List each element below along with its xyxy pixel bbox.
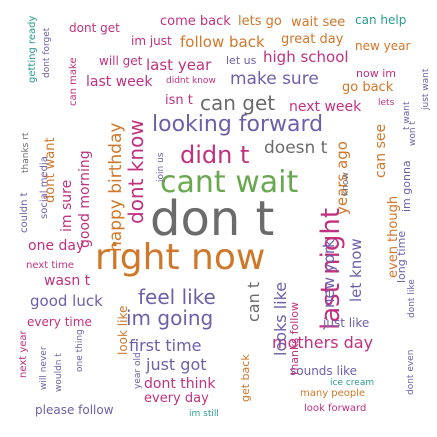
word-follow-back: follow back [180, 33, 265, 51]
word-wait-see: wait see [291, 15, 346, 30]
word-dont-think: dont think [144, 376, 216, 392]
word-new-york: new york [320, 239, 338, 308]
word-next-week: next week [289, 99, 362, 115]
word-can-help: can help [355, 13, 407, 27]
word-one-day: one day [28, 238, 85, 254]
word-first-time: first time [129, 336, 202, 355]
word-good-luck: good luck [30, 292, 103, 310]
word-wasn-t: wasn t [44, 273, 91, 289]
word-ice-cream: ice cream [330, 378, 375, 388]
word-im-gonna: im gonna [400, 160, 413, 212]
word-dont-even: dont even [406, 349, 416, 395]
word-please-follow: please follow [35, 403, 114, 417]
word-social-media: social media [39, 156, 50, 219]
word-looking-forward: looking forward [152, 112, 324, 137]
word-can-t: can t [244, 281, 263, 322]
word-look-forward: look forward [304, 403, 367, 414]
word-look-like: look like [116, 305, 130, 355]
word-new-year: new year [355, 39, 411, 53]
word-im-going: im going [126, 306, 214, 330]
word-many-people: many people [300, 388, 366, 399]
word-let-know: let know [347, 238, 365, 302]
word-know: know [341, 172, 351, 196]
word-dont-know: dont know [124, 119, 148, 224]
word-don-t: don t [150, 191, 275, 247]
word-dont-like: dont like [407, 279, 417, 318]
word-can-get: can get [200, 91, 276, 115]
word-year-old: year old [133, 352, 143, 389]
word-thanks-rt: thanks rt [21, 132, 31, 173]
word-long-time: long time [395, 230, 408, 283]
word-wouldn-t: wouldn t [54, 353, 64, 392]
word-every-time: every time [27, 315, 92, 329]
word-right-now: right now [95, 237, 266, 278]
word-im-still: im still [189, 409, 219, 419]
word-didnt-know: didnt know [166, 76, 216, 86]
word-join-us: join us [156, 152, 166, 182]
word-mothers-day: mothers day [272, 333, 374, 352]
word-now-im: now im [356, 67, 396, 80]
word-last-week: last week [86, 74, 153, 90]
word-doesn-t: doesn t [264, 138, 328, 158]
word-im-just: im just [131, 34, 172, 48]
word-every-day: every day [144, 391, 209, 406]
word-can-make: can make [68, 57, 79, 106]
word-last-year: last year [146, 56, 212, 74]
word-looks-like: looks like [271, 281, 290, 356]
word-can-see: can see [373, 123, 389, 178]
word-cant-wait: cant wait [160, 165, 299, 200]
word-isn-t: isn t [165, 93, 193, 108]
word-high-school: high school [263, 48, 349, 66]
word-getting-ready: getting ready [27, 15, 38, 83]
word-thanks-follow: thanks follow [288, 301, 301, 375]
word-come-back: come back [160, 14, 231, 29]
word-next-time: next time [26, 260, 74, 271]
word-one-thing: one thing [75, 329, 85, 372]
word-just-like: just like [323, 316, 370, 330]
word-won-t: won t [408, 121, 418, 146]
word-sounds-like: sounds like [290, 364, 358, 378]
word-couldn-t: couldn t [19, 192, 30, 233]
word-lets-go: lets go [238, 14, 282, 29]
word-will-never: will never [39, 346, 49, 390]
word-lets: lets [378, 98, 395, 108]
word-dont-get: dont get [69, 21, 120, 35]
word-will-get: will get [99, 54, 143, 68]
word-let-us: let us [226, 54, 257, 67]
word-just-got: just got [146, 355, 207, 374]
word-go-back: go back [342, 80, 394, 95]
word-get-back: get back [239, 354, 252, 402]
word-make-sure: make sure [230, 69, 319, 89]
word-great-day: great day [281, 32, 344, 47]
word-dont-forget: dont forget [42, 27, 52, 78]
word-just-want: just want [421, 68, 431, 110]
word-happy-birthday: happy birthday [106, 122, 126, 252]
word-didn-t: didn t [180, 141, 250, 169]
word-good-morning: good morning [77, 150, 93, 248]
word-feel-like: feel like [138, 285, 216, 309]
word-im-sure: im sure [59, 179, 75, 232]
word-next-year: next year [18, 330, 29, 378]
